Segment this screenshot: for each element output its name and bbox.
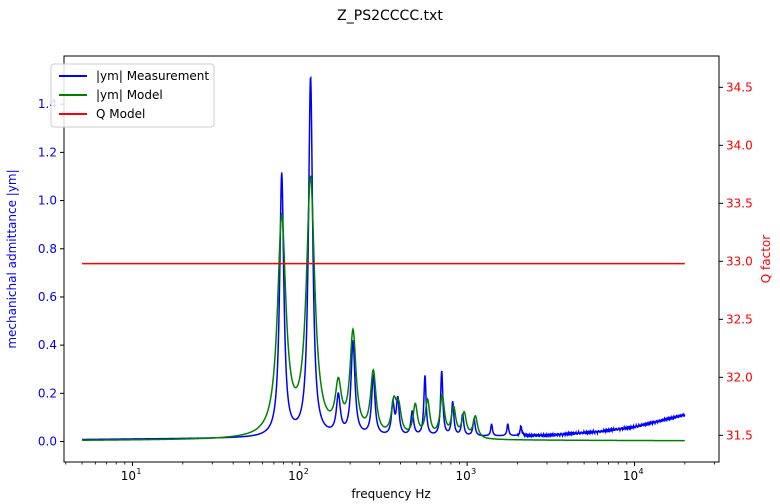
left-y-tick-label: 0.4 [38, 338, 57, 352]
left-y-tick-label: 1.0 [38, 194, 57, 208]
series-measurement [82, 75, 686, 441]
x-tick-label-exponent: 1 [136, 467, 141, 476]
legend-label-q-model: Q Model [96, 107, 145, 121]
x-tick-label: 10 [121, 469, 136, 483]
x-tick-label: 10 [455, 469, 470, 483]
left-y-tick-label: 0.2 [38, 386, 57, 400]
right-y-tick-label: 32.0 [726, 370, 753, 384]
right-y-tick-label: 33.0 [726, 254, 753, 268]
series-layer [82, 75, 686, 442]
left-y-tick-label: 0.0 [38, 435, 57, 449]
right-y-tick-label: 33.5 [726, 196, 753, 210]
left-y-axis-label: mechanichal admittance |ym| [5, 169, 19, 348]
right-y-tick-label: 31.5 [726, 428, 753, 442]
plot-frame [63, 55, 720, 463]
legend-frame [50, 63, 215, 128]
legend-label-model: |ym| Model [96, 88, 163, 102]
legend-label-measurement: |ym| Measurement [96, 69, 209, 83]
left-y-tick-label: 0.6 [38, 290, 57, 304]
right-y-tick-label: 32.5 [726, 312, 753, 326]
chart-title: Z_PS2CCCC.txt [337, 8, 443, 24]
left-y-tick-label: 0.8 [38, 242, 57, 256]
x-tick-label-exponent: 4 [638, 467, 643, 476]
x-tick-label-exponent: 2 [304, 467, 309, 476]
left-y-tick-label: 1.2 [38, 145, 57, 159]
axes-layer: 10 1 10 2 10 3 10 40.00.20.40.60.81.01.21.431.5… [38, 80, 753, 483]
series-model [82, 175, 685, 442]
right-y-axis-label: Q factor [759, 235, 773, 283]
right-y-tick-label: 34.0 [726, 138, 753, 152]
x-axis-label: frequency Hz [351, 487, 430, 501]
right-y-tick-label: 34.5 [726, 80, 753, 94]
x-tick-label: 10 [288, 469, 303, 483]
x-tick-label: 10 [623, 469, 638, 483]
x-tick-label-exponent: 3 [471, 467, 476, 476]
legend: |ym| Measurement |ym| Model Q Model [50, 63, 215, 128]
